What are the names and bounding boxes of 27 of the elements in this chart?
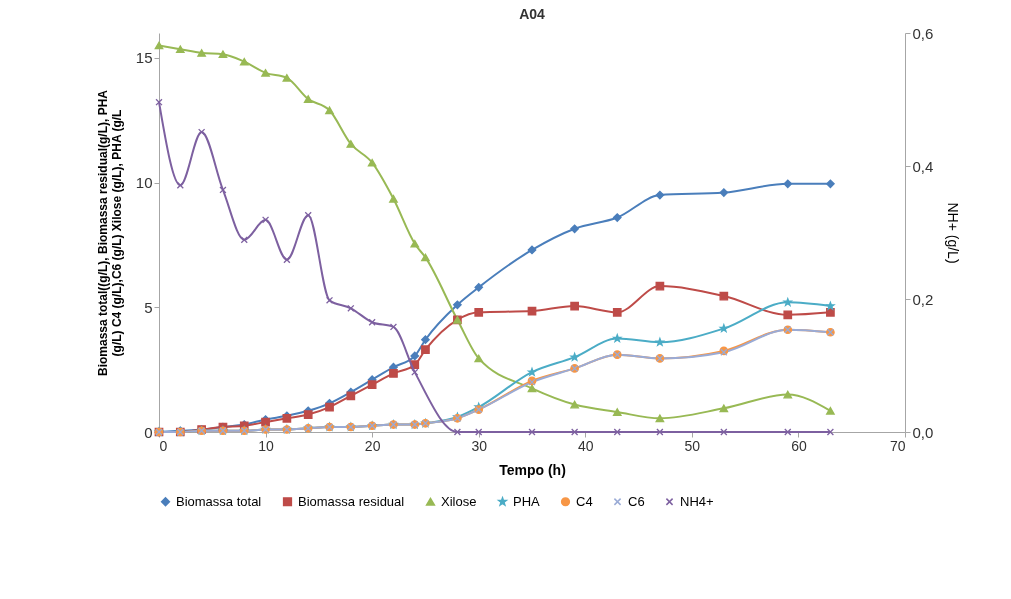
y2-tick-label: 0,2 xyxy=(912,290,934,308)
y2-tick-label: 0,4 xyxy=(912,157,934,175)
x-tick-label: 60 xyxy=(791,437,807,454)
y2-tick-label: 0,6 xyxy=(912,24,934,42)
x-tick-label: 10 xyxy=(258,437,275,454)
y-tick-label: 0 xyxy=(144,423,153,441)
y2-tick-label: 0,0 xyxy=(912,423,934,441)
y-axis-title: Biomassa total((g/L), Biomassa residual(g/L), PHA (g/L) C4 (g/L),C6 (g/L) Xilose (g/L), PHA (g/L xyxy=(95,89,124,377)
legend-label: C6 xyxy=(628,493,645,509)
legend-label: NH4+ xyxy=(680,493,714,509)
legend-label: Xilose xyxy=(441,493,477,509)
x-axis-title: Tempo (h) xyxy=(499,461,566,478)
legend-label: Biomassa total xyxy=(176,493,262,509)
y-tick-label: 5 xyxy=(144,298,153,316)
y-tick-label: 15 xyxy=(135,49,153,67)
x-tick-label: 30 xyxy=(471,437,488,454)
legend-label: Biomassa residual xyxy=(298,493,405,509)
x-tick-label: 0 xyxy=(159,437,168,454)
legend-label: C4 xyxy=(576,493,593,509)
x-tick-label: 20 xyxy=(364,437,381,454)
x-tick-label: 70 xyxy=(889,437,906,454)
chart-title: A04 xyxy=(519,6,546,22)
y2-axis-title: NH+ (g/L) xyxy=(945,202,962,264)
x-tick-label: 50 xyxy=(684,437,701,454)
x-tick-label: 40 xyxy=(578,437,594,454)
y-tick-label: 10 xyxy=(135,174,153,192)
legend-label: PHA xyxy=(513,493,541,509)
